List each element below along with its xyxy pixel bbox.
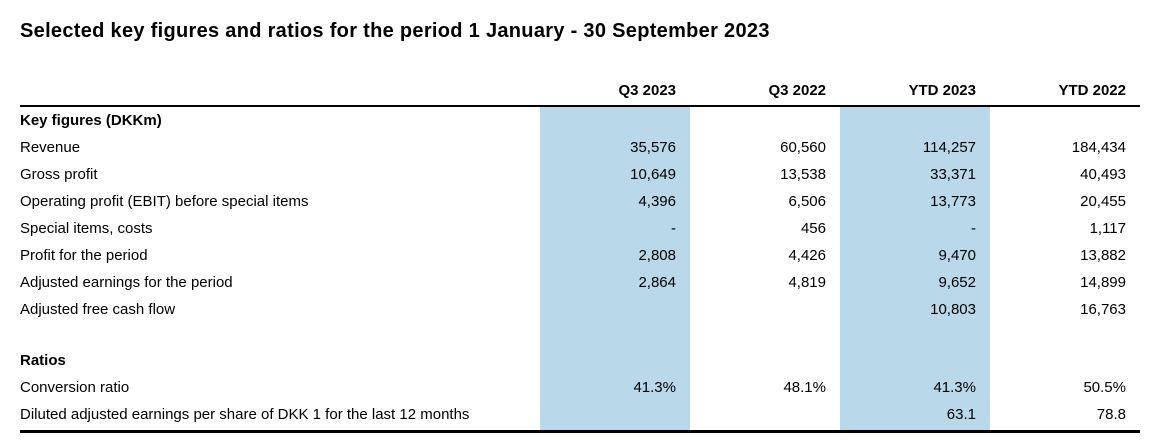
row-label: Conversion ratio (20, 379, 130, 396)
cell-value: 41.3% (540, 374, 690, 401)
cell-value (540, 401, 690, 433)
row-label: Revenue (20, 139, 81, 156)
cell-value: 9,652 (840, 269, 990, 296)
header-row: Q3 2023 Q3 2022 YTD 2023 YTD 2022 (20, 77, 1140, 107)
row-label: Operating profit (EBIT) before special i… (20, 193, 309, 210)
cell-empty (840, 106, 990, 134)
table-row-revenue: Revenue 35,576 60,560 114,257 184,434 (20, 134, 1140, 161)
row-label: Adjusted earnings for the period (20, 274, 233, 291)
cell-value: 10,649 (540, 161, 690, 188)
section-header-ratios: Ratios (20, 352, 66, 369)
cell-empty (540, 323, 690, 347)
table-row-diluted-eps: Diluted adjusted earnings per share of D… (20, 401, 1140, 433)
section-header-row: Key figures (DKKm) (20, 106, 1140, 134)
cell-value: 41.3% (840, 374, 990, 401)
cell-value: 33,371 (840, 161, 990, 188)
cell-value: 13,882 (1080, 247, 1126, 264)
corner-cell (20, 77, 540, 107)
cell-value: 4,426 (788, 247, 826, 264)
cell-value: - (840, 215, 990, 242)
cell-value: 78.8 (990, 401, 1140, 433)
cell-value: 48.1% (783, 379, 826, 396)
section-header-row: Ratios (20, 347, 1140, 374)
table-row-operating-profit: Operating profit (EBIT) before special i… (20, 188, 1140, 215)
cell-value (690, 401, 840, 433)
row-label: Special items, costs (20, 220, 153, 237)
cell-empty (690, 323, 840, 347)
cell-value: 60,560 (780, 139, 826, 156)
cell-value: 6,506 (788, 193, 826, 210)
section-header-key-figures: Key figures (DKKm) (20, 112, 162, 129)
table-row-profit-for-period: Profit for the period 2,808 4,426 9,470 … (20, 242, 1140, 269)
cell-value: 13,773 (840, 188, 990, 215)
key-figures-table: Q3 2023 Q3 2022 YTD 2023 YTD 2022 Key fi… (20, 77, 1140, 433)
cell-value: 4,819 (788, 274, 826, 291)
spacer-row (20, 323, 1140, 347)
column-header-ytd-2022: YTD 2022 (990, 77, 1140, 107)
cell-value: 63.1 (840, 401, 990, 433)
cell-value: 20,455 (1080, 193, 1126, 210)
page-title: Selected key figures and ratios for the … (20, 20, 770, 42)
table-row-conversion-ratio: Conversion ratio 41.3% 48.1% 41.3% 50.5% (20, 374, 1140, 401)
cell-value: 50.5% (1083, 379, 1126, 396)
cell-value: 2,864 (540, 269, 690, 296)
cell-empty (540, 106, 690, 134)
cell-empty (990, 347, 1140, 374)
column-header-q3-2022: Q3 2022 (690, 77, 840, 107)
cell-value: 2,808 (540, 242, 690, 269)
cell-value: 9,470 (840, 242, 990, 269)
cell-value: 114,257 (840, 134, 990, 161)
table-row-adjusted-free-cash-flow: Adjusted free cash flow 10,803 16,763 (20, 296, 1140, 323)
cell-value: 4,396 (540, 188, 690, 215)
table-row-special-items: Special items, costs - 456 - 1,117 (20, 215, 1140, 242)
table-row-gross-profit: Gross profit 10,649 13,538 33,371 40,493 (20, 161, 1140, 188)
column-header-ytd-2023: YTD 2023 (840, 77, 990, 107)
cell-value: 35,576 (540, 134, 690, 161)
cell-empty (990, 106, 1140, 134)
cell-empty (690, 347, 840, 374)
cell-value: 10,803 (840, 296, 990, 323)
cell-value: - (540, 215, 690, 242)
cell-value (690, 296, 840, 323)
cell-empty (840, 323, 990, 347)
cell-empty (20, 323, 540, 347)
cell-value: 14,899 (1080, 274, 1126, 291)
row-label: Gross profit (20, 166, 98, 183)
cell-value: 1,117 (1089, 220, 1126, 237)
column-header-q3-2023: Q3 2023 (540, 77, 690, 107)
row-label: Diluted adjusted earnings per share of D… (20, 401, 540, 433)
cell-empty (840, 347, 990, 374)
cell-value: 184,434 (1071, 139, 1126, 156)
row-label: Profit for the period (20, 247, 148, 264)
table-row-adjusted-earnings: Adjusted earnings for the period 2,864 4… (20, 269, 1140, 296)
cell-value (540, 296, 690, 323)
cell-value: 456 (800, 220, 826, 237)
cell-value: 40,493 (1080, 166, 1126, 183)
cell-empty (990, 323, 1140, 347)
cell-value: 13,538 (780, 166, 826, 183)
cell-empty (540, 347, 690, 374)
cell-value: 16,763 (1080, 301, 1126, 318)
cell-empty (690, 106, 840, 134)
row-label: Adjusted free cash flow (20, 301, 176, 318)
